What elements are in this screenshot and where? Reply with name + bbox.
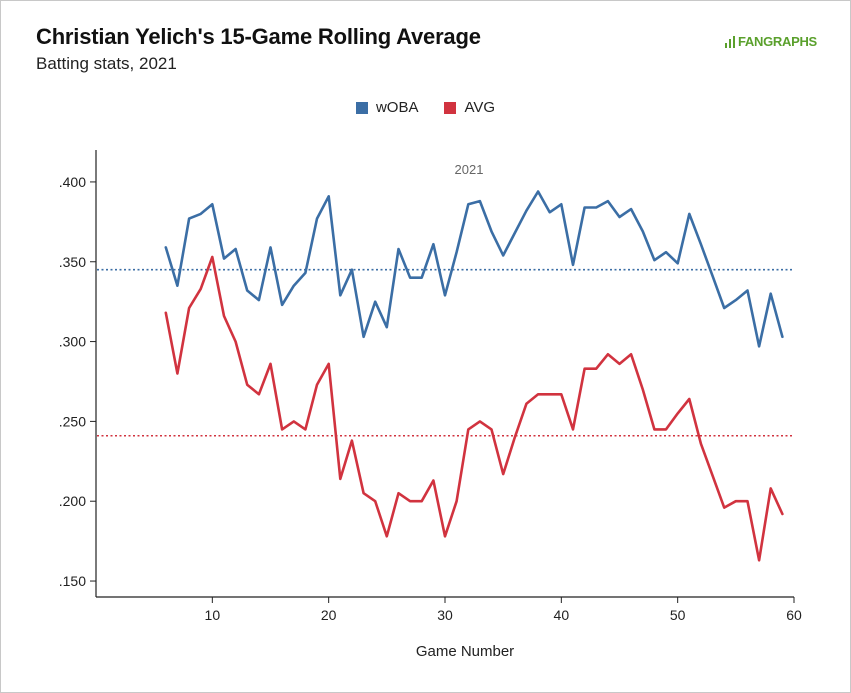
legend-swatch-avg: [444, 101, 457, 114]
season-annotation: 2021: [455, 162, 484, 177]
x-tick-label: 40: [554, 607, 570, 623]
y-tick-label: .250: [59, 413, 86, 429]
chart-title: Christian Yelich's 15-Game Rolling Avera…: [36, 24, 481, 49]
fangraphs-logo: FANGRAPHS: [724, 34, 817, 49]
legend-item-avg[interactable]: AVG: [444, 99, 495, 116]
x-tick-label: 10: [205, 607, 221, 623]
chart-subtitle: Batting stats, 2021: [36, 54, 177, 73]
series-line-woba[interactable]: [164, 190, 784, 348]
bar-chart-icon: [725, 36, 735, 48]
y-tick-label: .300: [59, 334, 86, 350]
x-tick-label: 30: [437, 607, 453, 623]
y-tick-labels: .150 .200 .250 .300 .350 .400: [59, 174, 96, 589]
x-tick-label: 60: [786, 607, 802, 623]
legend-label-woba: wOBA: [375, 99, 419, 116]
x-axis-label: Game Number: [416, 643, 514, 660]
x-tick-label: 50: [670, 607, 686, 623]
x-tick-labels: 10 20 30 40 50 60: [205, 597, 802, 623]
y-tick-label: .350: [59, 254, 86, 270]
y-tick-label: .200: [59, 493, 86, 509]
brand-text: FANGRAPHS: [738, 34, 817, 49]
legend-label-avg: AVG: [464, 99, 496, 116]
legend-swatch-woba: [355, 101, 368, 114]
series-lines: [164, 190, 784, 562]
reference-lines: [97, 268, 794, 437]
y-tick-label: .150: [59, 573, 86, 589]
x-axis: 10 20 30 40 50 60 Game Number: [96, 596, 802, 660]
y-axis: .150 .200 .250 .300 .350 .400: [59, 150, 97, 597]
chart-legend: wOBA AVG: [0, 99, 851, 116]
y-tick-label: .400: [59, 174, 86, 190]
x-tick-label: 20: [321, 607, 337, 623]
series-line-avg[interactable]: [164, 255, 784, 562]
legend-item-woba[interactable]: wOBA: [355, 99, 419, 116]
